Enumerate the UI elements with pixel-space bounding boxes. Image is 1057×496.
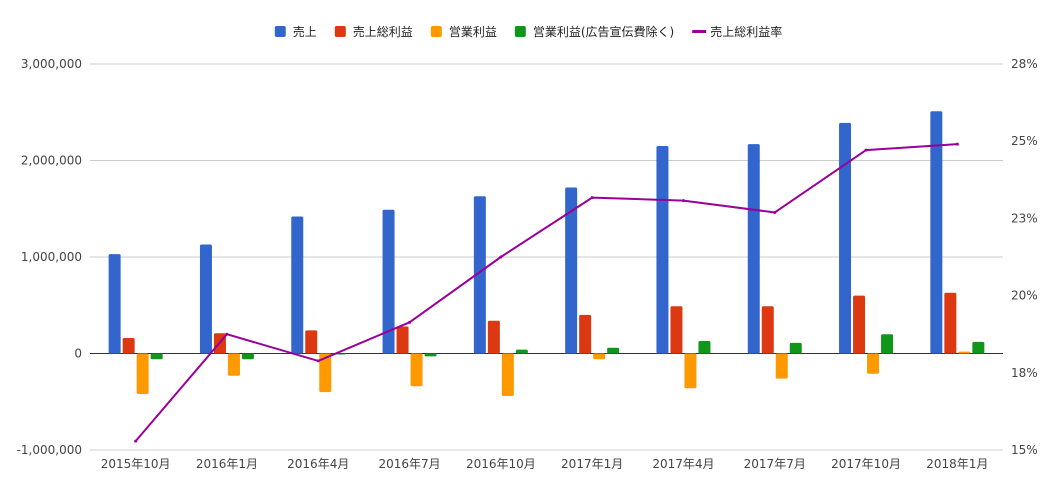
legend-label: 売上 xyxy=(293,24,317,39)
left-tick-label: -1,000,000 xyxy=(17,443,82,457)
x-tick-label: 2017年4月 xyxy=(652,457,714,471)
line-point xyxy=(773,210,777,214)
bar xyxy=(607,347,620,354)
bar xyxy=(424,353,437,357)
right-tick-label: 25% xyxy=(1011,134,1038,148)
series-line xyxy=(134,143,958,442)
legend-label: 営業利益(広告宣伝費除く) xyxy=(533,24,674,39)
legend-label: 営業利益 xyxy=(449,25,497,39)
bar xyxy=(944,292,957,354)
bar xyxy=(199,244,212,354)
line-point xyxy=(408,320,412,324)
bar xyxy=(319,353,332,393)
legend-label: 売上総利益率 xyxy=(710,24,782,39)
bar xyxy=(747,144,760,354)
legend-item[interactable]: 営業利益 xyxy=(430,25,497,39)
line-point xyxy=(864,148,868,152)
bar xyxy=(473,196,486,354)
right-tick-label: 23% xyxy=(1011,211,1038,225)
right-tick-label: 18% xyxy=(1011,366,1038,380)
line-point xyxy=(590,196,594,200)
bar xyxy=(881,334,894,354)
legend-swatch xyxy=(274,26,286,37)
bar xyxy=(122,338,135,354)
bar xyxy=(501,353,514,396)
bar xyxy=(972,341,985,354)
bar xyxy=(698,340,711,354)
legend-label: 売上総利益 xyxy=(353,24,413,39)
bar xyxy=(227,353,240,376)
legend-swatch xyxy=(514,26,526,37)
legend-item[interactable]: 売上総利益 xyxy=(334,24,413,39)
bar xyxy=(579,314,592,354)
bar xyxy=(670,306,683,354)
legend-swatch xyxy=(430,26,442,37)
right-tick-label: 15% xyxy=(1011,443,1038,457)
legend-swatch xyxy=(334,26,346,37)
x-tick-label: 2016年4月 xyxy=(287,457,349,471)
line-point xyxy=(225,332,229,336)
bar xyxy=(410,353,423,387)
legend-item[interactable]: 売上 xyxy=(274,24,317,39)
line-point xyxy=(134,439,138,443)
x-tick-label: 2016年10月 xyxy=(466,457,536,471)
bar xyxy=(291,216,304,354)
left-tick-label: 0 xyxy=(74,347,82,361)
left-tick-label: 2,000,000 xyxy=(21,154,82,168)
legend-item[interactable]: 売上総利益率 xyxy=(692,24,782,39)
left-tick-label: 1,000,000 xyxy=(21,250,82,264)
bar xyxy=(930,111,943,354)
bar xyxy=(684,353,697,389)
bar xyxy=(789,342,802,354)
line-point xyxy=(955,142,959,146)
legend: 売上 売上総利益 営業利益 営業利益(広告宣伝費除く) 売上総利益率 xyxy=(274,24,782,39)
bar xyxy=(108,254,121,354)
bar xyxy=(565,187,578,354)
bar xyxy=(396,326,409,354)
right-tick-label: 20% xyxy=(1011,289,1038,303)
x-tick-label: 2016年1月 xyxy=(196,457,258,471)
line-point xyxy=(499,255,503,259)
bar xyxy=(839,122,852,354)
x-axis: 2015年10月 2016年1月 2016年4月 2016年7月 2016年10月 201… xyxy=(101,457,989,471)
legend-swatch xyxy=(692,30,707,33)
line-point xyxy=(681,199,685,203)
bars xyxy=(108,111,985,396)
left-tick-label: 3,000,000 xyxy=(21,57,82,71)
line-point xyxy=(316,359,320,363)
x-tick-label: 2017年7月 xyxy=(744,457,806,471)
x-tick-label: 2015年10月 xyxy=(101,457,171,471)
margin-line xyxy=(134,142,959,443)
x-tick-label: 2016年7月 xyxy=(378,457,440,471)
bar xyxy=(305,330,318,354)
legend-item[interactable]: 営業利益(広告宣伝費除く) xyxy=(514,24,674,39)
bar xyxy=(853,295,866,354)
bar xyxy=(150,353,163,360)
bar xyxy=(515,349,528,354)
right-axis: 15% 18% 20% 23% 25% 28% xyxy=(1011,57,1038,457)
bar xyxy=(593,353,606,360)
bar xyxy=(487,320,500,354)
bar xyxy=(136,353,149,395)
x-tick-label: 2018年1月 xyxy=(926,457,988,471)
bar xyxy=(761,306,774,354)
bar xyxy=(775,353,788,379)
bar xyxy=(241,353,254,360)
left-axis: -1,000,000 0 1,000,000 2,000,000 3,000,000 xyxy=(17,57,82,457)
grid-lines xyxy=(90,63,1003,451)
bar xyxy=(656,146,669,354)
x-tick-label: 2017年10月 xyxy=(831,457,901,471)
bar xyxy=(958,351,971,354)
bar xyxy=(382,209,395,354)
right-tick-label: 28% xyxy=(1011,57,1038,71)
x-tick-label: 2017年1月 xyxy=(561,457,623,471)
bar xyxy=(867,353,880,374)
